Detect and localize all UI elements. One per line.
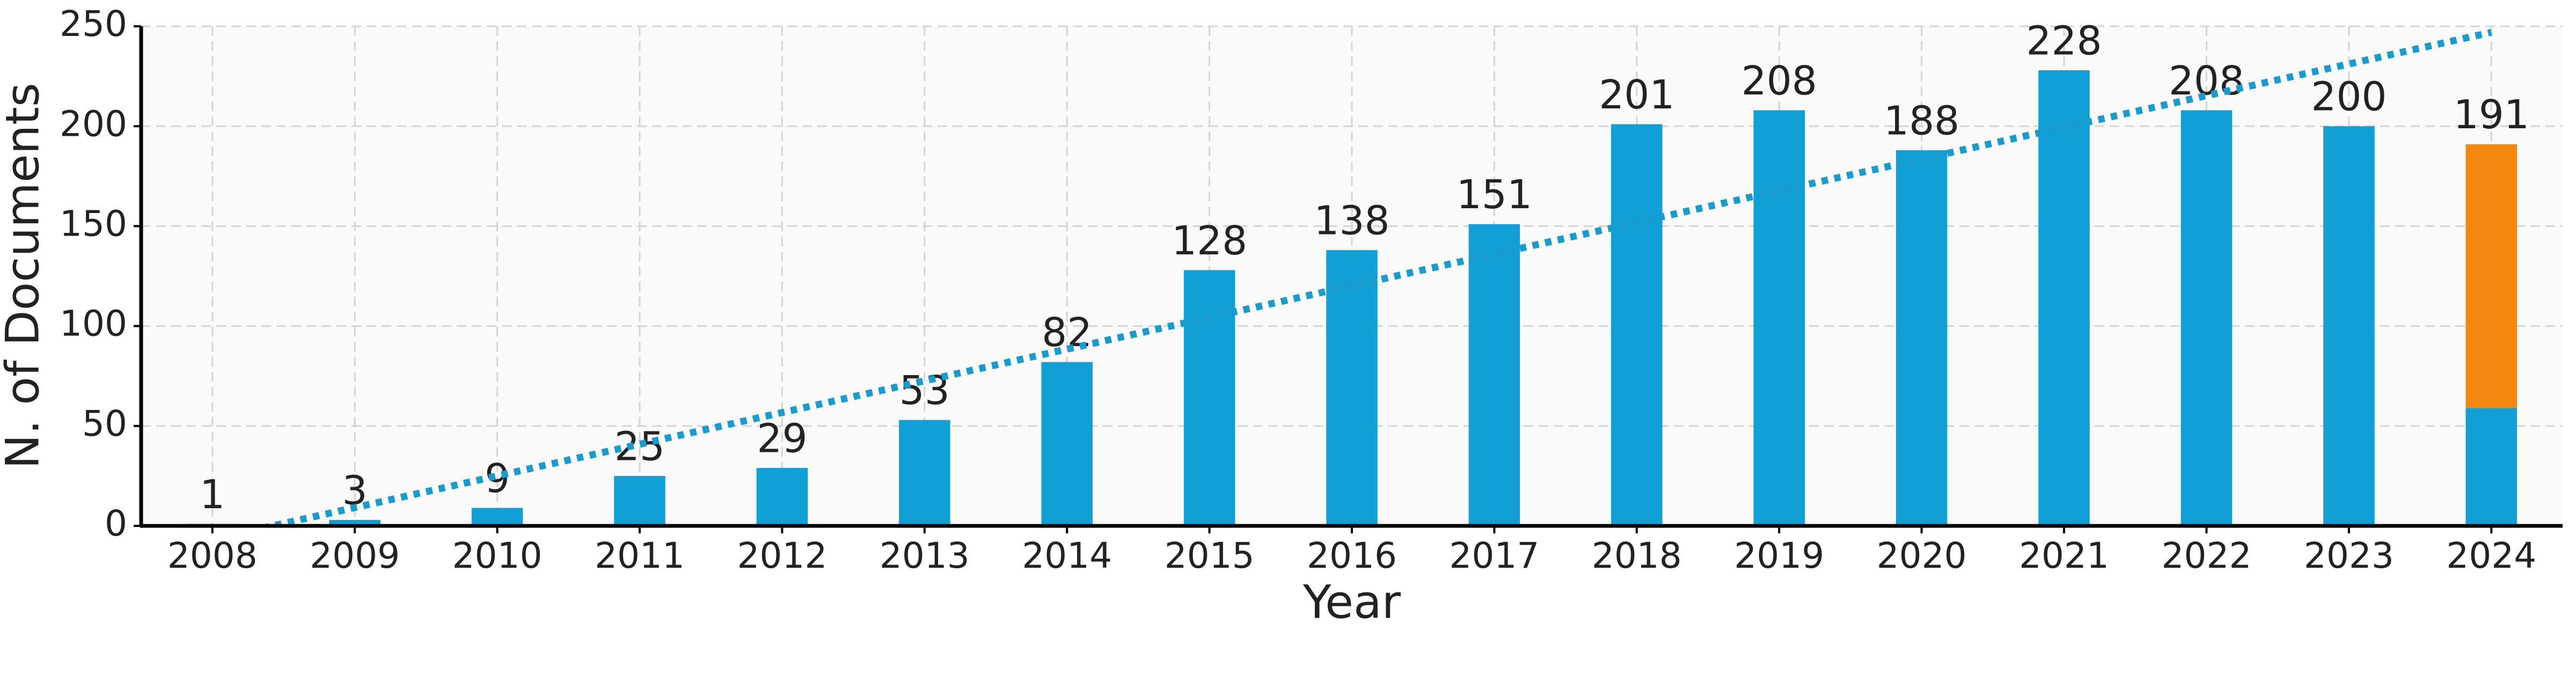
y-tick-label: 250 bbox=[60, 3, 127, 45]
bar bbox=[1611, 124, 1663, 526]
value-label: 128 bbox=[1172, 218, 1247, 264]
bar bbox=[471, 508, 523, 526]
x-tick-label: 2008 bbox=[167, 535, 258, 576]
value-label: 208 bbox=[1741, 58, 1817, 104]
bar bbox=[1468, 224, 1520, 526]
bar bbox=[756, 468, 808, 526]
x-tick-label: 2020 bbox=[1877, 535, 1967, 576]
value-label: 138 bbox=[1314, 198, 1389, 244]
x-tick-label: 2024 bbox=[2446, 535, 2536, 576]
value-label: 200 bbox=[2311, 74, 2387, 120]
value-label: 228 bbox=[2026, 18, 2102, 64]
bar bbox=[2038, 70, 2090, 526]
x-tick-label: 2021 bbox=[2019, 535, 2109, 576]
value-label: 29 bbox=[757, 416, 807, 462]
bar bbox=[2180, 110, 2233, 526]
value-label: 1 bbox=[200, 472, 225, 518]
y-axis-label: N. of Documents bbox=[0, 83, 49, 469]
x-tick-label: 2009 bbox=[310, 535, 400, 576]
x-tick-label: 2016 bbox=[1307, 535, 1397, 576]
value-label: 25 bbox=[614, 423, 665, 470]
x-axis-label: Year bbox=[1302, 575, 1401, 629]
x-tick-label: 2019 bbox=[1734, 535, 1824, 576]
bar bbox=[2323, 126, 2375, 526]
value-label: 9 bbox=[485, 456, 510, 502]
x-tick-label: 2017 bbox=[1449, 535, 1539, 576]
y-tick-label: 200 bbox=[60, 103, 127, 144]
y-tick-label: 150 bbox=[60, 203, 127, 244]
bar bbox=[1753, 110, 1805, 526]
bar bbox=[2465, 144, 2518, 408]
x-tick-label: 2014 bbox=[1022, 535, 1112, 576]
x-tick-label: 2022 bbox=[2161, 535, 2251, 576]
x-tick-label: 2010 bbox=[452, 535, 543, 576]
bar bbox=[1041, 362, 1093, 526]
bar bbox=[1326, 250, 1378, 526]
y-tick-label: 100 bbox=[60, 303, 127, 345]
x-tick-label: 2011 bbox=[595, 535, 685, 576]
y-tick-label: 0 bbox=[105, 503, 127, 544]
bar bbox=[1896, 150, 1948, 526]
x-tick-label: 2012 bbox=[737, 535, 827, 576]
bar bbox=[329, 519, 380, 526]
x-tick-label: 2015 bbox=[1165, 535, 1255, 576]
value-label: 201 bbox=[1599, 72, 1674, 118]
x-tick-label: 2023 bbox=[2304, 535, 2394, 576]
x-tick-label: 2013 bbox=[880, 535, 970, 576]
x-tick-label: 2018 bbox=[1592, 535, 1682, 576]
value-label: 191 bbox=[2454, 92, 2529, 138]
bar bbox=[2465, 408, 2518, 526]
bar bbox=[614, 475, 665, 526]
trend-line bbox=[256, 28, 2492, 526]
value-label: 151 bbox=[1457, 172, 1532, 218]
value-label: 82 bbox=[1042, 310, 1092, 356]
value-label: 208 bbox=[2169, 58, 2244, 104]
bar bbox=[898, 420, 950, 526]
value-label: 188 bbox=[1884, 98, 1959, 144]
bar bbox=[1183, 270, 1235, 526]
y-tick-label: 50 bbox=[82, 403, 127, 444]
